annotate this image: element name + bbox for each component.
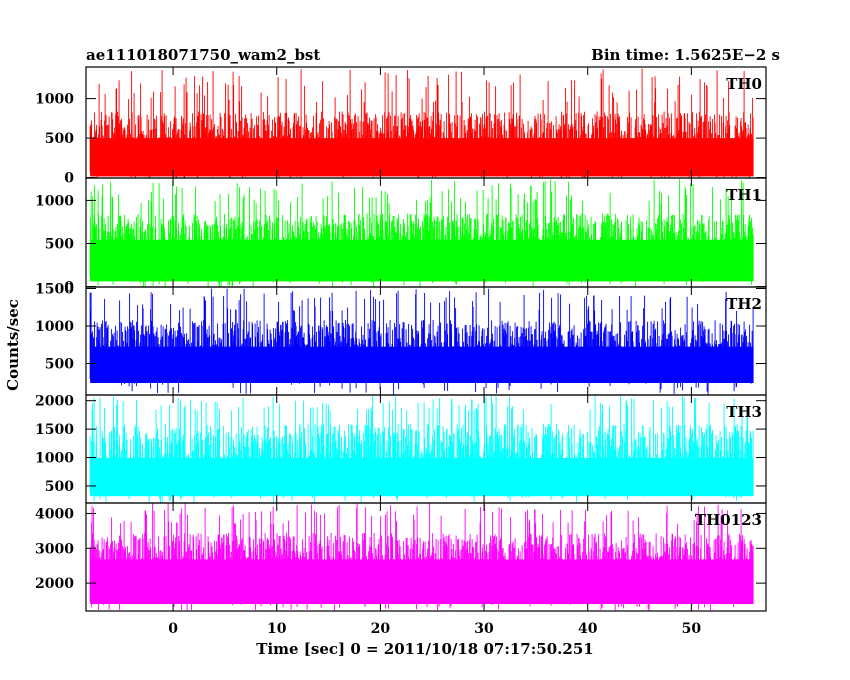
y-tick-label: 2000: [35, 576, 74, 592]
panel-th3: 500 1000 1500 2000 TH3: [35, 394, 767, 504]
series-th1-band: [90, 239, 754, 282]
y-tick-label: 2000: [35, 394, 74, 410]
y-tick-label: 500: [45, 357, 74, 373]
y-tick-label: 1500: [35, 422, 74, 438]
y-tick-label: 4000: [35, 506, 74, 522]
x-tick-label: 20: [371, 621, 391, 637]
panel-th0: 0 500 1000 TH0: [35, 66, 767, 187]
panel-label-th3: TH3: [726, 403, 762, 421]
y-tick-label: 0: [64, 280, 74, 296]
panel-th2: 500 1000 1500 TH2: [35, 282, 767, 396]
panel-label-th1: TH1: [726, 186, 762, 204]
y-tick-label: 1500: [35, 282, 74, 298]
x-tick-label: 30: [474, 621, 494, 637]
series-th2-band: [90, 346, 754, 383]
x-tick-label: 40: [578, 621, 598, 637]
panel-label-th2: TH2: [726, 295, 762, 313]
x-tick-label: 10: [267, 621, 287, 637]
y-tick-label: 1000: [35, 92, 74, 108]
x-axis: 0 10 20 30 40 50: [168, 621, 701, 637]
y-tick-label: 3000: [35, 541, 74, 557]
panel-frame: [85, 502, 767, 612]
y-tick-label: 500: [45, 236, 74, 252]
y-tick-label: 1000: [35, 193, 74, 209]
panel-th0123: 2000 3000 4000 TH0123: [35, 502, 767, 612]
series-th3-band: [90, 457, 754, 497]
y-tick-label: 1000: [35, 451, 74, 467]
y-tick-label: 1000: [35, 319, 74, 335]
x-tick-label: 50: [682, 621, 702, 637]
y-tick-label: 500: [45, 479, 74, 495]
series-th0123-band: [90, 559, 754, 605]
chart-title-left: ae111018071750_wam2_bst: [86, 46, 320, 64]
x-axis-label: Time [sec] 0 = 2011/10/18 07:17:50.251: [256, 640, 593, 658]
y-tick-label: 500: [45, 131, 74, 147]
panel-label-th0123: TH0123: [695, 511, 762, 529]
y-axis-label: Counts/sec: [4, 299, 22, 391]
panel-th1: 0 500 1000 TH1: [35, 177, 767, 296]
series-th0-band: [90, 138, 754, 177]
y-tick-label: 0: [64, 171, 74, 187]
chart-title-right: Bin time: 1.5625E−2 s: [591, 46, 780, 64]
panel-label-th0: TH0: [726, 75, 762, 93]
panels-group: 0 500 1000 TH0 0 500 1000 TH1 500 1000 1500 TH2 500 1…: [35, 66, 767, 612]
x-tick-label: 0: [168, 621, 178, 637]
